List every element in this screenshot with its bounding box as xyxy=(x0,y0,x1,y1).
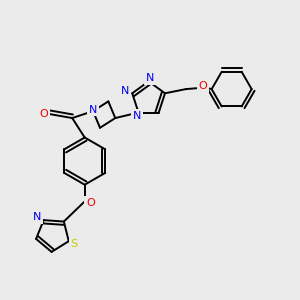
Text: N: N xyxy=(146,73,154,83)
Text: S: S xyxy=(70,239,77,249)
Text: N: N xyxy=(121,85,130,95)
Text: N: N xyxy=(133,111,141,121)
Text: O: O xyxy=(199,81,207,91)
Text: N: N xyxy=(89,105,97,115)
Text: O: O xyxy=(86,198,95,208)
Text: N: N xyxy=(33,212,42,222)
Text: O: O xyxy=(39,109,48,119)
